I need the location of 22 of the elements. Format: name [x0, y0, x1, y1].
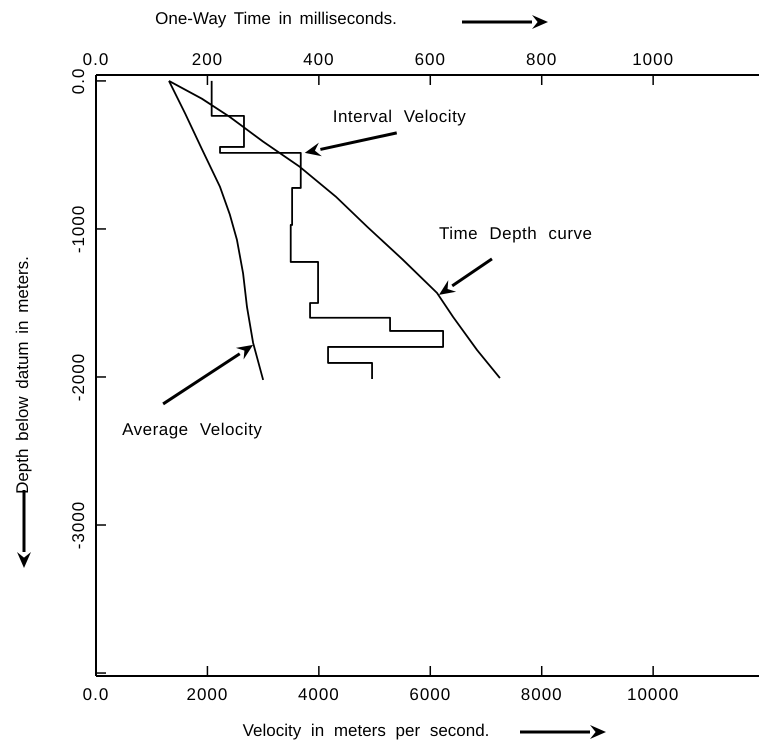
x-tick-label: 6000: [409, 685, 452, 704]
text: Average Velocity: [122, 420, 262, 439]
text: Time Depth curve: [438, 224, 593, 243]
x-tick-label: 4000: [298, 685, 340, 704]
x-axis-title: Velocity in meters per second.: [242, 721, 490, 740]
y-tick-label: -3000: [69, 500, 88, 550]
y-tick-label: -1000: [69, 204, 88, 254]
x2-tick-label: 600: [414, 50, 446, 69]
x2-tick-label: 400: [303, 50, 335, 69]
y-axis-title: Depth below datum in meters.: [13, 256, 32, 494]
x2-tick-label: 0.0: [82, 50, 110, 69]
x2-tick-label: 800: [526, 50, 558, 69]
x-tick-label: 8000: [520, 685, 563, 704]
x-tick-label: 10000: [627, 685, 680, 704]
text: Interval Velocity: [332, 106, 466, 126]
y-tick-label: -2000: [69, 352, 88, 402]
x2-axis-title: One-Way Time in milliseconds.: [155, 9, 397, 28]
y-tick-label: 0.0: [69, 68, 88, 94]
x2-tick-label: 1000: [632, 50, 674, 69]
x2-tick-label: 200: [192, 50, 224, 69]
x-tick-label: 2000: [186, 685, 228, 704]
x-tick-label: 0.0: [82, 685, 110, 704]
